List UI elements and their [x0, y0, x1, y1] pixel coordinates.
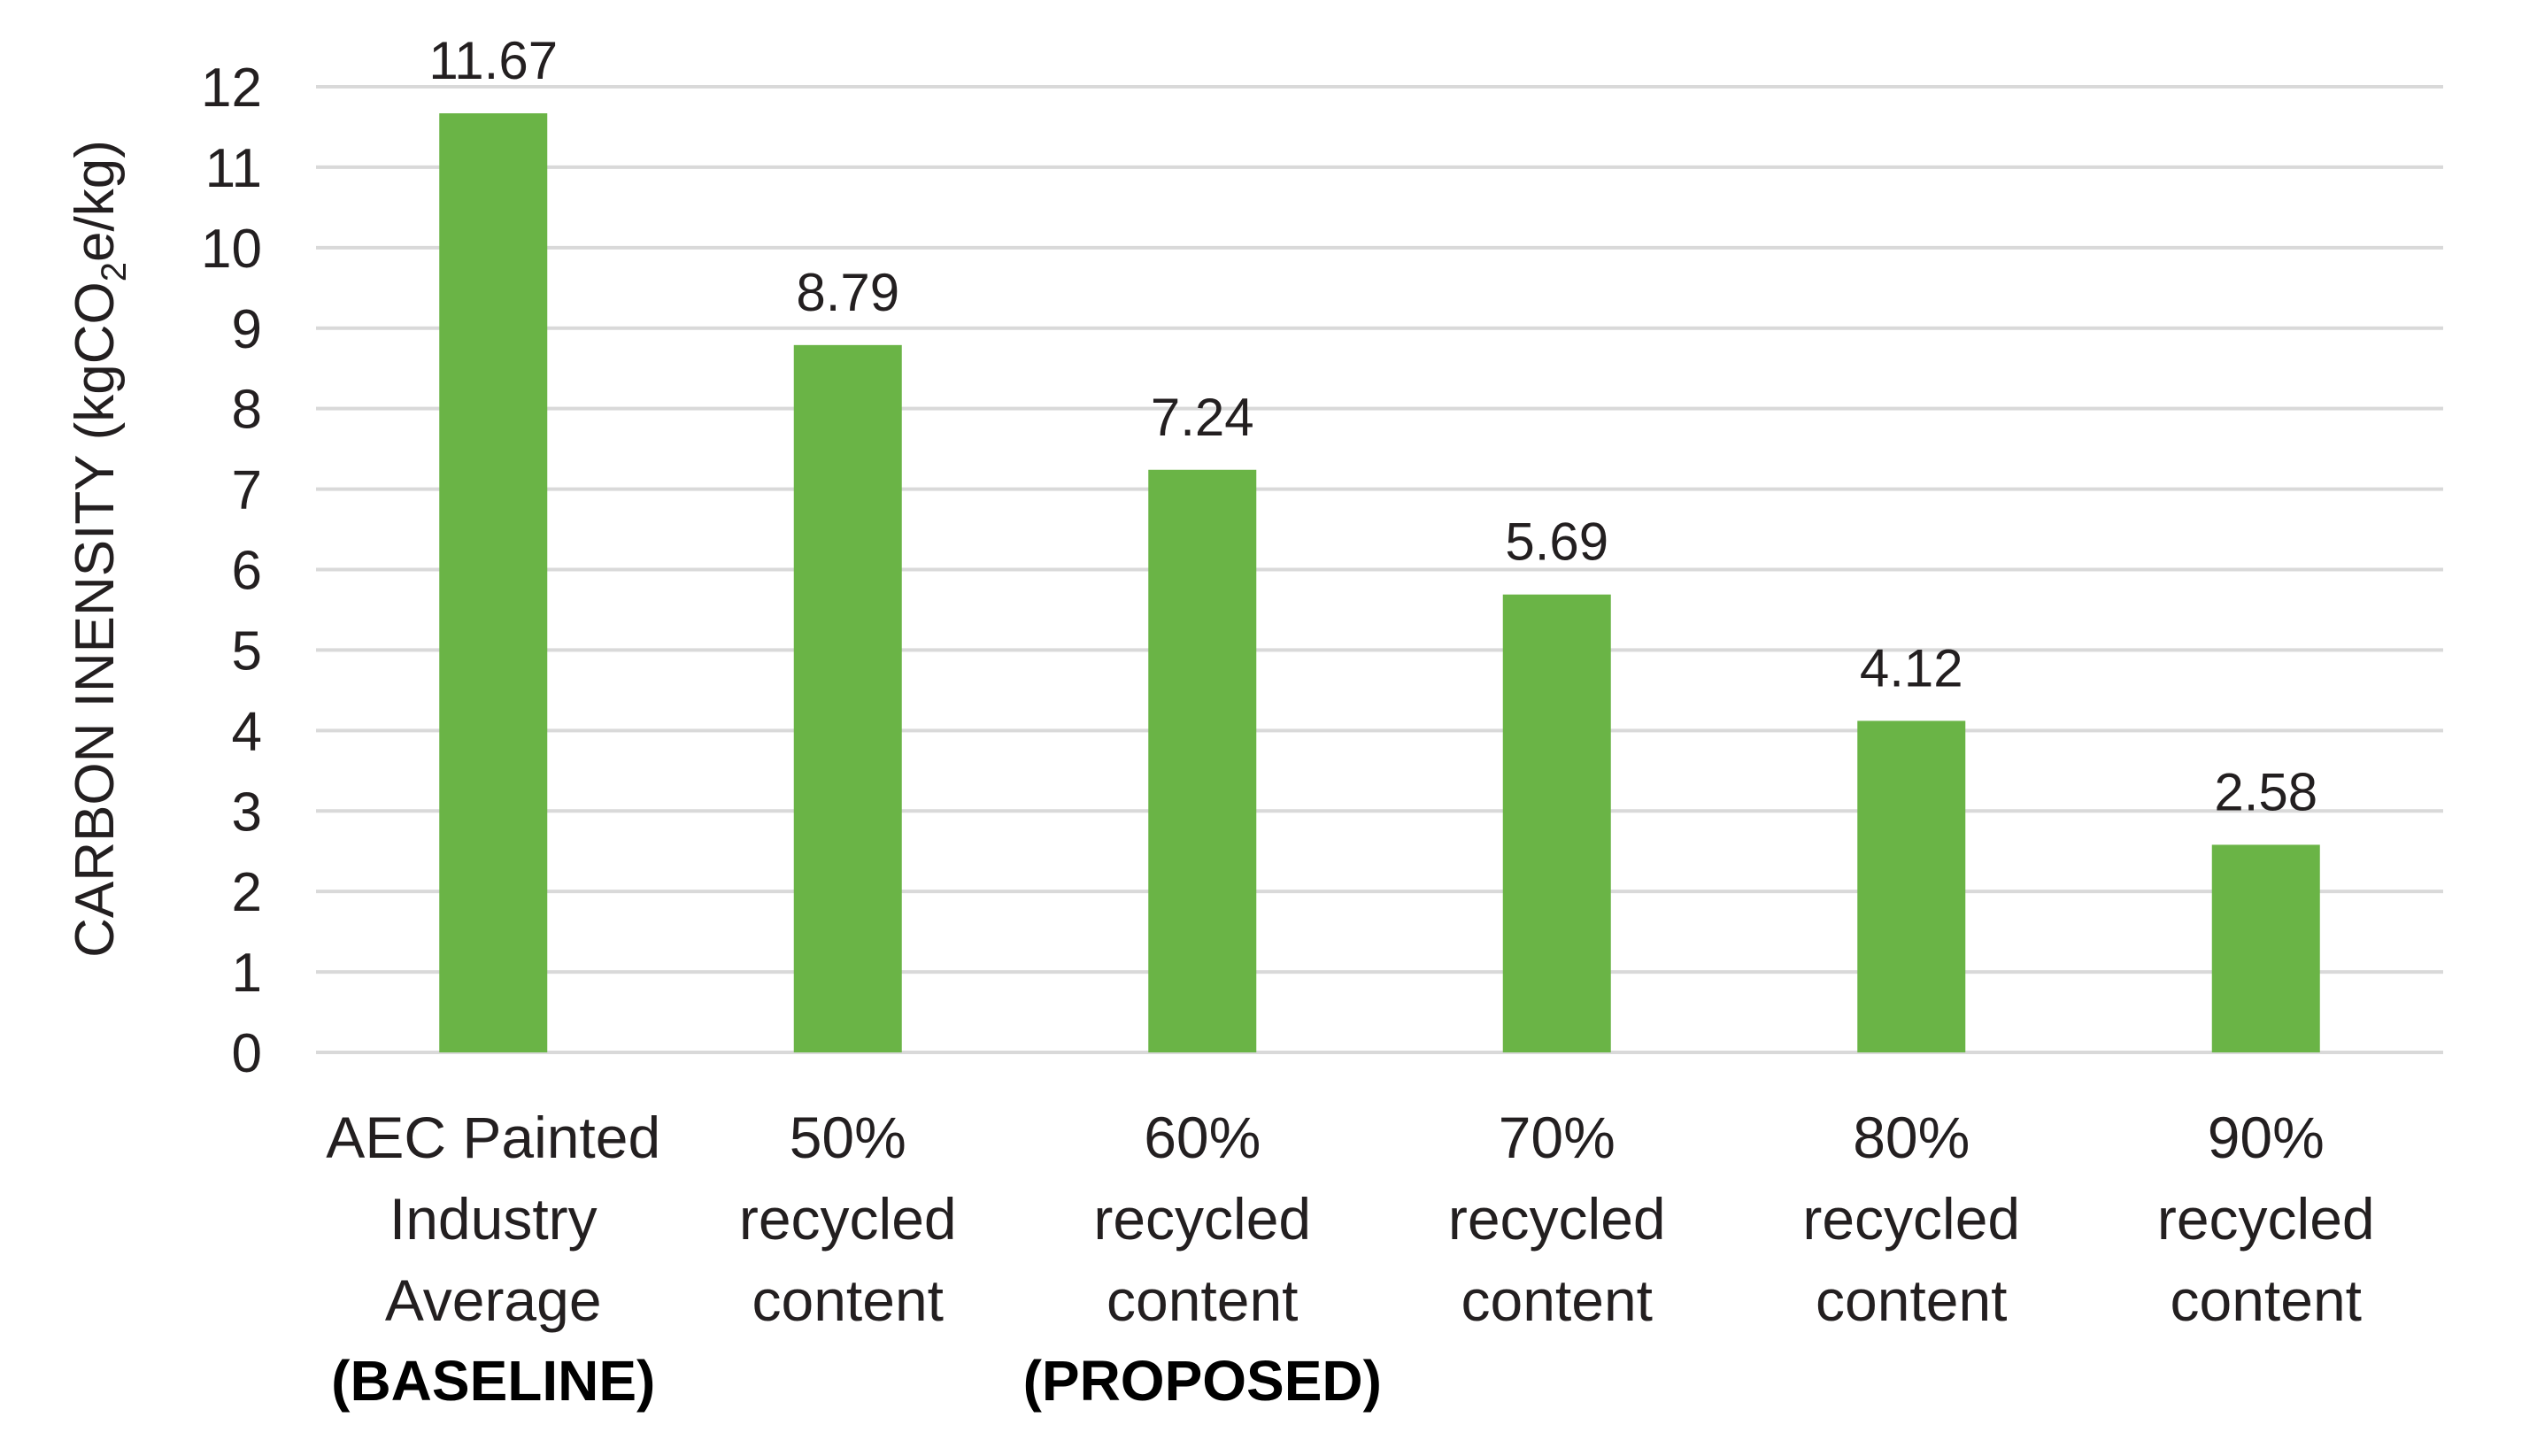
- category-label-2-line-0: 60%: [1144, 1105, 1261, 1170]
- category-label-4-line-0: 80%: [1853, 1105, 1970, 1170]
- category-label-4-line-1: recycled: [1802, 1186, 2020, 1252]
- category-note-2: (PROPOSED): [1023, 1349, 1382, 1413]
- category-label-0-line-0: AEC Painted: [326, 1105, 660, 1170]
- y-tick-label-0: 0: [232, 1023, 262, 1084]
- y-tick-label-10: 10: [201, 219, 262, 280]
- y-tick-label-5: 5: [232, 620, 262, 682]
- category-label-1-line-2: content: [752, 1267, 945, 1333]
- category-label-1-line-0: 50%: [790, 1105, 906, 1170]
- bars: [439, 113, 2320, 1053]
- category-label-0-line-2: Average: [385, 1267, 602, 1333]
- y-tick-label-7: 7: [232, 460, 262, 521]
- y-axis-title-main: CARBON INENSITY (kgCO: [65, 281, 126, 958]
- category-label-4-line-2: content: [1816, 1267, 2008, 1333]
- y-tick-label-9: 9: [232, 299, 262, 360]
- bar-4: [1857, 720, 1966, 1052]
- category-label-3-line-1: recycled: [1448, 1186, 1666, 1252]
- x-axis-categories: AEC Painted Industry Average (BASELINE) 50% r…: [326, 1105, 2374, 1413]
- data-label-1: 8.79: [796, 263, 899, 322]
- category-label-1-line-1: recycled: [739, 1186, 957, 1252]
- category-label-5-line-2: content: [2171, 1267, 2363, 1333]
- data-labels: 11.67 8.79 7.24 5.69 4.12 2.58: [428, 31, 2317, 821]
- bar-5: [2211, 844, 2320, 1052]
- y-tick-label-6: 6: [232, 541, 262, 602]
- category-label-2-line-1: recycled: [1093, 1186, 1311, 1252]
- y-tick-label-4: 4: [232, 701, 262, 762]
- data-label-0: 11.67: [428, 31, 558, 90]
- category-label-2-line-2: content: [1107, 1267, 1299, 1333]
- bar-0: [439, 113, 548, 1053]
- data-label-3: 5.69: [1505, 512, 1608, 572]
- y-axis-title-end: e/kg): [65, 140, 126, 262]
- category-label-5-line-0: 90%: [2208, 1105, 2325, 1170]
- data-label-2: 7.24: [1151, 388, 1254, 447]
- y-tick-label-3: 3: [232, 782, 262, 843]
- y-tick-label-8: 8: [232, 380, 262, 441]
- data-label-5: 2.58: [2214, 762, 2317, 821]
- category-label-0-line-1: Industry: [389, 1186, 598, 1252]
- y-tick-label-2: 2: [232, 862, 262, 923]
- y-axis-title-subscript: 2: [95, 262, 134, 281]
- grid-lines: [316, 85, 2443, 1054]
- data-label-4: 4.12: [1860, 638, 1963, 697]
- bar-1: [793, 344, 902, 1052]
- y-tick-label-1: 1: [232, 943, 262, 1004]
- bar-3: [1502, 594, 1611, 1052]
- y-axis-title: CARBON INENSITY (kgCO2e/kg): [65, 140, 134, 958]
- category-label-5-line-1: recycled: [2157, 1186, 2375, 1252]
- y-tick-label-12: 12: [201, 58, 262, 119]
- bar-2: [1148, 469, 1257, 1052]
- category-label-3-line-2: content: [1461, 1267, 1654, 1333]
- y-tick-label-11: 11: [205, 138, 262, 199]
- category-note-0: (BASELINE): [331, 1349, 655, 1413]
- category-label-3-line-0: 70%: [1499, 1105, 1616, 1170]
